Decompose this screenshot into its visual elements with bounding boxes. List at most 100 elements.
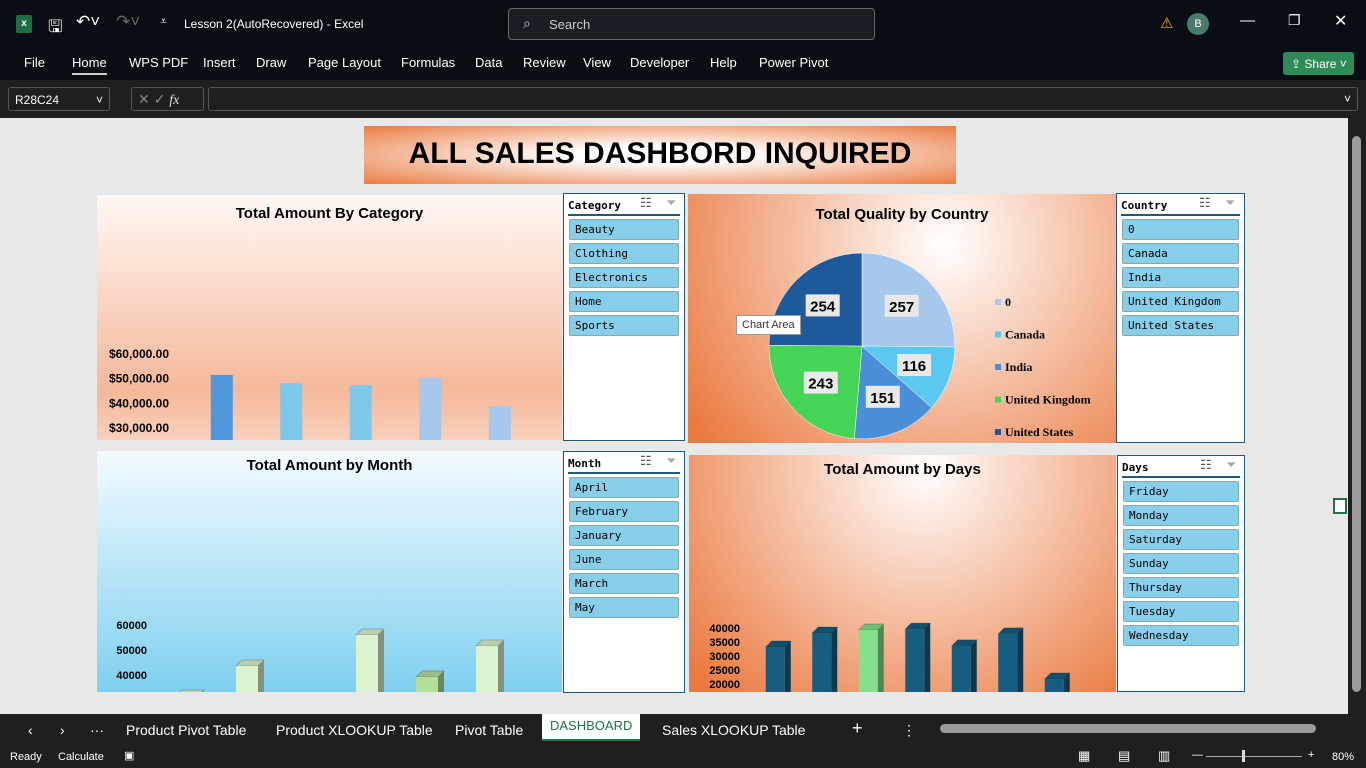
slicer-item[interactable]: Thursday [1123, 577, 1239, 598]
chart-month[interactable]: Total Amount by Month0100002000030000400… [97, 451, 562, 692]
zoom-in-icon[interactable]: + [1308, 749, 1315, 761]
slicer-item[interactable]: January [569, 525, 679, 546]
normal-view-icon[interactable]: ▦ [1078, 748, 1091, 763]
save-icon[interactable]: 🖫 [48, 17, 63, 36]
slicer-item[interactable]: May [569, 597, 679, 618]
share-button[interactable]: ⇪ Share ˅ [1283, 52, 1354, 75]
zoom-level[interactable]: 80% [1332, 751, 1355, 763]
accessibility-icon[interactable]: ▣ [124, 750, 135, 762]
slicer-days[interactable]: Days ☷ ⏷ Friday Monday Saturday Sunday Thursday… [1117, 455, 1245, 692]
close-icon[interactable]: ✕ [1334, 13, 1348, 30]
legend-entry[interactable]: India [1005, 360, 1032, 374]
slicer-item[interactable]: February [569, 501, 679, 522]
worksheet[interactable]: ALL SALES DASHBORD INQUIRED Total Amount… [0, 118, 1348, 714]
clear-filter-icon[interactable]: ⏷ [1226, 458, 1237, 473]
undo-icon[interactable]: ↶˅ [76, 12, 101, 31]
bar[interactable] [210, 374, 233, 440]
name-box[interactable]: R28C24 ˅ [8, 87, 110, 111]
ribbon-tab-wps-pdf[interactable]: WPS PDF [129, 55, 189, 70]
zoom-slider[interactable] [1206, 750, 1302, 762]
legend-entry[interactable]: 0 [1005, 295, 1011, 309]
horizontal-scrollbar[interactable] [940, 724, 1316, 733]
bar[interactable] [349, 385, 372, 440]
ribbon-tab-home[interactable]: Home [72, 55, 107, 75]
sheet-tab-dashboard[interactable]: DASHBOARD [542, 714, 641, 741]
redo-icon[interactable]: ↷˅ [116, 12, 141, 31]
chart-category[interactable]: Total Amount By Category $0.00$10,000.00$… [97, 195, 562, 440]
slicer-country[interactable]: Country ☷ ⏷ 0 Canada India United Kingdom Unite… [1116, 193, 1245, 443]
slicer-item[interactable]: June [569, 549, 679, 570]
sheet-tab-sales-xlookup-table[interactable]: Sales XLOOKUP Table [662, 722, 806, 738]
formula-input[interactable]: ˅ [208, 87, 1358, 111]
multi-select-icon[interactable]: ☷ [640, 196, 652, 211]
slicer-item[interactable]: Canada [1122, 243, 1239, 264]
ribbon-tab-draw[interactable]: Draw [256, 55, 287, 70]
enter-icon[interactable]: ✓ [153, 91, 166, 107]
bar[interactable] [998, 633, 1018, 692]
avatar[interactable]: B [1187, 13, 1209, 35]
add-sheet-icon[interactable]: + [852, 718, 863, 738]
chart-days[interactable]: Total Amount by Days05000100001500020000… [689, 455, 1116, 692]
warning-icon[interactable]: ⚠ [1160, 15, 1174, 32]
customize-toolbar-icon[interactable]: ⩡ [160, 14, 167, 28]
sheet-tab-pivot-table[interactable]: Pivot Table [455, 722, 524, 738]
insert-function-icon[interactable]: fx [169, 93, 180, 108]
ribbon-tab-developer[interactable]: Developer [630, 55, 690, 70]
zoom-out-icon[interactable]: — [1192, 749, 1203, 761]
slicer-item[interactable]: Home [569, 291, 679, 312]
bar[interactable] [812, 633, 832, 692]
vertical-scroll-thumb[interactable] [1352, 136, 1361, 692]
slicer-item[interactable]: India [1122, 267, 1239, 288]
slicer-item[interactable]: April [569, 477, 679, 498]
multi-select-icon[interactable]: ☷ [1199, 196, 1211, 211]
clear-filter-icon[interactable]: ⏷ [666, 454, 677, 469]
slicer-month[interactable]: Month ☷ ⏷ April February January June March May [563, 451, 685, 693]
slicer-item[interactable]: 0 [1122, 219, 1239, 240]
slicer-item[interactable]: Sunday [1123, 553, 1239, 574]
sheet-tab-product-xlookup-table[interactable]: Product XLOOKUP Table [276, 722, 433, 738]
legend-entry[interactable]: United States [1005, 425, 1074, 439]
bar[interactable] [280, 383, 303, 440]
slicer-item[interactable]: March [569, 573, 679, 594]
prev-sheet-icon[interactable]: ‹ [28, 722, 33, 738]
next-sheet-icon[interactable]: › [60, 722, 65, 738]
selected-cell[interactable] [1333, 498, 1347, 514]
zoom-slider-thumb[interactable] [1242, 750, 1245, 762]
restore-icon[interactable]: ❐ [1288, 12, 1301, 28]
ribbon-tab-power-pivot[interactable]: Power Pivot [759, 55, 829, 70]
slicer-item[interactable]: United States [1122, 315, 1239, 336]
more-sheets-icon[interactable]: ··· [90, 722, 104, 738]
bar[interactable] [419, 377, 442, 440]
legend-entry[interactable]: Canada [1005, 328, 1045, 342]
bar[interactable] [236, 666, 258, 692]
slicer-item[interactable]: Electronics [569, 267, 679, 288]
slicer-item[interactable]: Sports [569, 315, 679, 336]
bar[interactable] [356, 635, 378, 692]
ribbon-tab-formulas[interactable]: Formulas [401, 55, 456, 70]
bar[interactable] [476, 646, 498, 692]
ribbon-tab-data[interactable]: Data [475, 55, 503, 70]
bar[interactable] [905, 629, 925, 692]
bar[interactable] [858, 629, 878, 692]
bar[interactable] [1044, 678, 1064, 692]
ribbon-tab-insert[interactable]: Insert [203, 55, 236, 70]
slicer-item[interactable]: Wednesday [1123, 625, 1239, 646]
slicer-item[interactable]: Tuesday [1123, 601, 1239, 622]
pie-slice[interactable] [861, 345, 956, 408]
bar[interactable] [765, 647, 785, 692]
minimize-icon[interactable]: — [1240, 12, 1255, 29]
ribbon-tab-file[interactable]: File [24, 55, 45, 70]
slicer-item[interactable]: Saturday [1123, 529, 1239, 550]
multi-select-icon[interactable]: ☷ [640, 454, 652, 469]
multi-select-icon[interactable]: ☷ [1200, 458, 1212, 473]
slicer-item[interactable]: United Kingdom [1122, 291, 1239, 312]
slicer-category[interactable]: Category ☷ ⏷ Beauty Clothing Electronics Home S… [563, 193, 685, 441]
bar[interactable] [416, 677, 438, 692]
clear-filter-icon[interactable]: ⏷ [666, 196, 677, 211]
page-layout-view-icon[interactable]: ▤ [1118, 748, 1131, 763]
search-box[interactable]: ⌕ Search [508, 8, 875, 40]
cancel-icon[interactable]: ✕ [138, 91, 150, 107]
bar[interactable] [488, 406, 511, 440]
options-icon[interactable]: ⋮ [902, 722, 916, 738]
clear-filter-icon[interactable]: ⏷ [1225, 196, 1236, 211]
